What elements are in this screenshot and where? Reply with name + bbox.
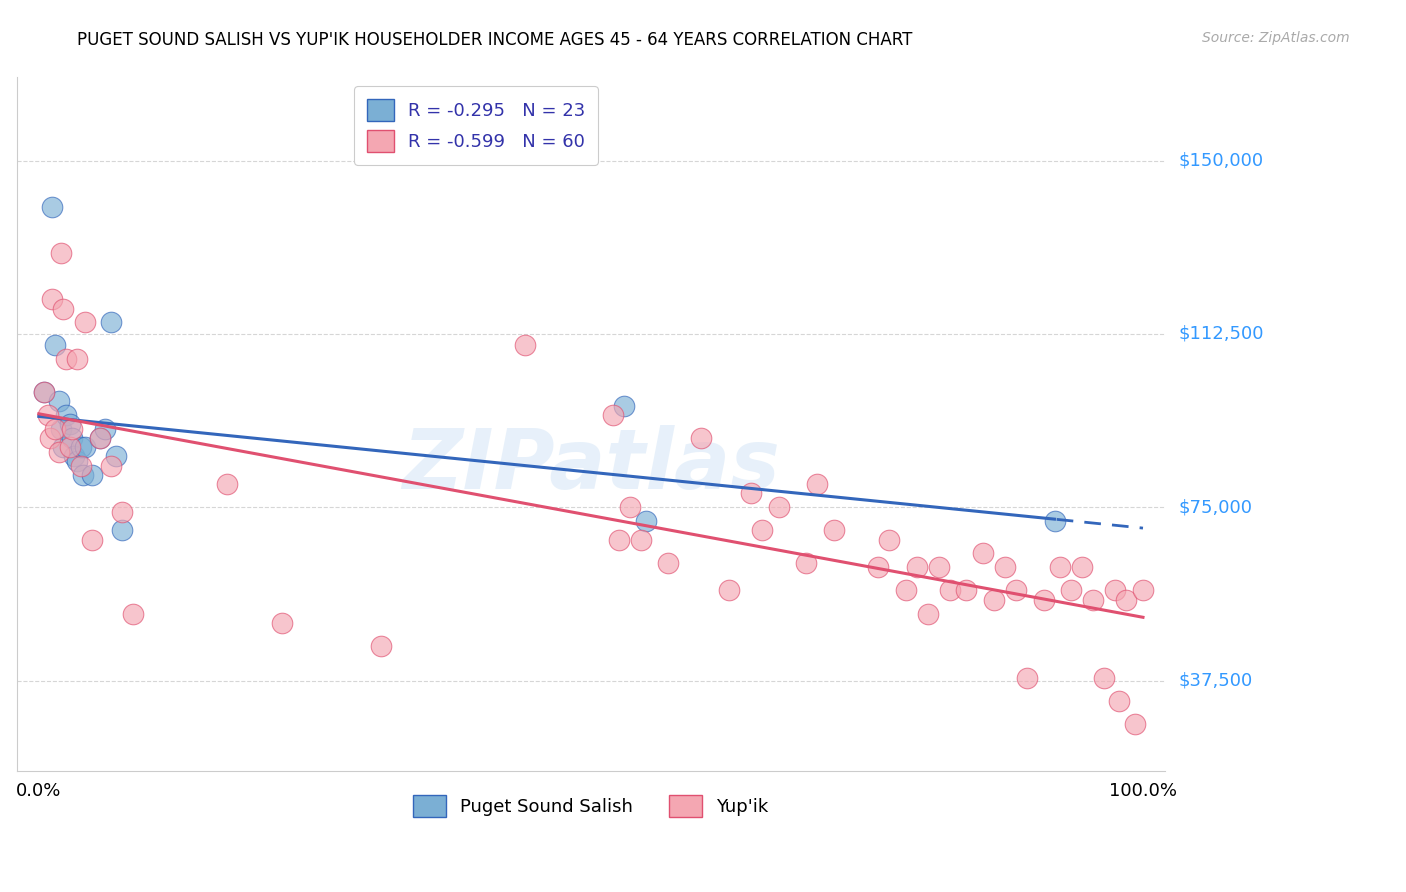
Point <box>38 431 60 445</box>
Point <box>794 556 817 570</box>
Point <box>44 338 66 352</box>
Point <box>48 444 70 458</box>
Point <box>513 338 536 352</box>
Point <box>100 315 122 329</box>
Point <box>66 352 89 367</box>
Point <box>1115 592 1137 607</box>
Point <box>1005 583 1028 598</box>
Point <box>613 399 636 413</box>
Point <box>80 467 103 482</box>
Point <box>983 592 1005 607</box>
Text: $37,500: $37,500 <box>1180 672 1253 690</box>
Point <box>1092 671 1115 685</box>
Point <box>1049 560 1071 574</box>
Point <box>717 583 740 598</box>
Point <box>34 384 56 399</box>
Text: PUGET SOUND SALISH VS YUP'IK HOUSEHOLDER INCOME AGES 45 - 64 YEARS CORRELATION C: PUGET SOUND SALISH VS YUP'IK HOUSEHOLDER… <box>77 31 912 49</box>
Text: ZIPatlas: ZIPatlas <box>402 425 780 506</box>
Point <box>69 458 91 473</box>
Point <box>690 431 713 445</box>
Point <box>48 394 70 409</box>
Point <box>602 408 624 422</box>
Point <box>100 458 122 473</box>
Point <box>49 246 72 260</box>
Point <box>823 524 845 538</box>
Point <box>59 417 82 431</box>
Point <box>768 500 790 515</box>
Point <box>69 440 91 454</box>
Point <box>1015 671 1038 685</box>
Point <box>270 615 292 630</box>
Point <box>89 431 111 445</box>
Legend: Puget Sound Salish, Yup'ik: Puget Sound Salish, Yup'ik <box>406 788 776 824</box>
Point <box>52 440 75 454</box>
Point <box>636 514 658 528</box>
Point <box>972 546 994 560</box>
Point <box>105 450 128 464</box>
Point <box>55 352 77 367</box>
Point <box>866 560 889 574</box>
Text: $75,000: $75,000 <box>1180 499 1253 516</box>
Point <box>60 431 83 445</box>
Point <box>1108 694 1130 708</box>
Point <box>370 639 392 653</box>
Point <box>55 408 77 422</box>
Point <box>41 293 63 307</box>
Point <box>630 533 652 547</box>
Text: Source: ZipAtlas.com: Source: ZipAtlas.com <box>1202 31 1350 45</box>
Point <box>49 422 72 436</box>
Point <box>59 440 82 454</box>
Point <box>75 440 97 454</box>
Point <box>34 384 56 399</box>
Point <box>928 560 950 574</box>
Point <box>111 505 134 519</box>
Point <box>89 431 111 445</box>
Point <box>37 408 59 422</box>
Point <box>619 500 641 515</box>
Point <box>215 477 238 491</box>
Point <box>955 583 977 598</box>
Point <box>740 486 762 500</box>
Point <box>41 200 63 214</box>
Text: $112,500: $112,500 <box>1180 325 1264 343</box>
Point <box>1104 583 1126 598</box>
Point <box>1043 514 1066 528</box>
Text: $150,000: $150,000 <box>1180 152 1264 169</box>
Point <box>806 477 828 491</box>
Point <box>905 560 928 574</box>
Point <box>1071 560 1094 574</box>
Point <box>111 524 134 538</box>
Point <box>72 467 94 482</box>
Point <box>917 607 939 621</box>
Point <box>994 560 1017 574</box>
Point <box>1032 592 1054 607</box>
Point <box>1083 592 1105 607</box>
Point <box>939 583 962 598</box>
Point <box>94 422 117 436</box>
Point <box>44 422 66 436</box>
Point <box>751 524 773 538</box>
Point <box>1132 583 1154 598</box>
Point <box>60 422 83 436</box>
Point <box>52 301 75 316</box>
Point <box>63 450 86 464</box>
Point <box>75 315 97 329</box>
Point <box>80 533 103 547</box>
Point <box>66 454 89 468</box>
Point <box>877 533 900 547</box>
Point <box>121 607 143 621</box>
Point <box>1123 717 1146 731</box>
Point <box>894 583 917 598</box>
Point <box>657 556 679 570</box>
Point <box>607 533 630 547</box>
Point <box>1060 583 1083 598</box>
